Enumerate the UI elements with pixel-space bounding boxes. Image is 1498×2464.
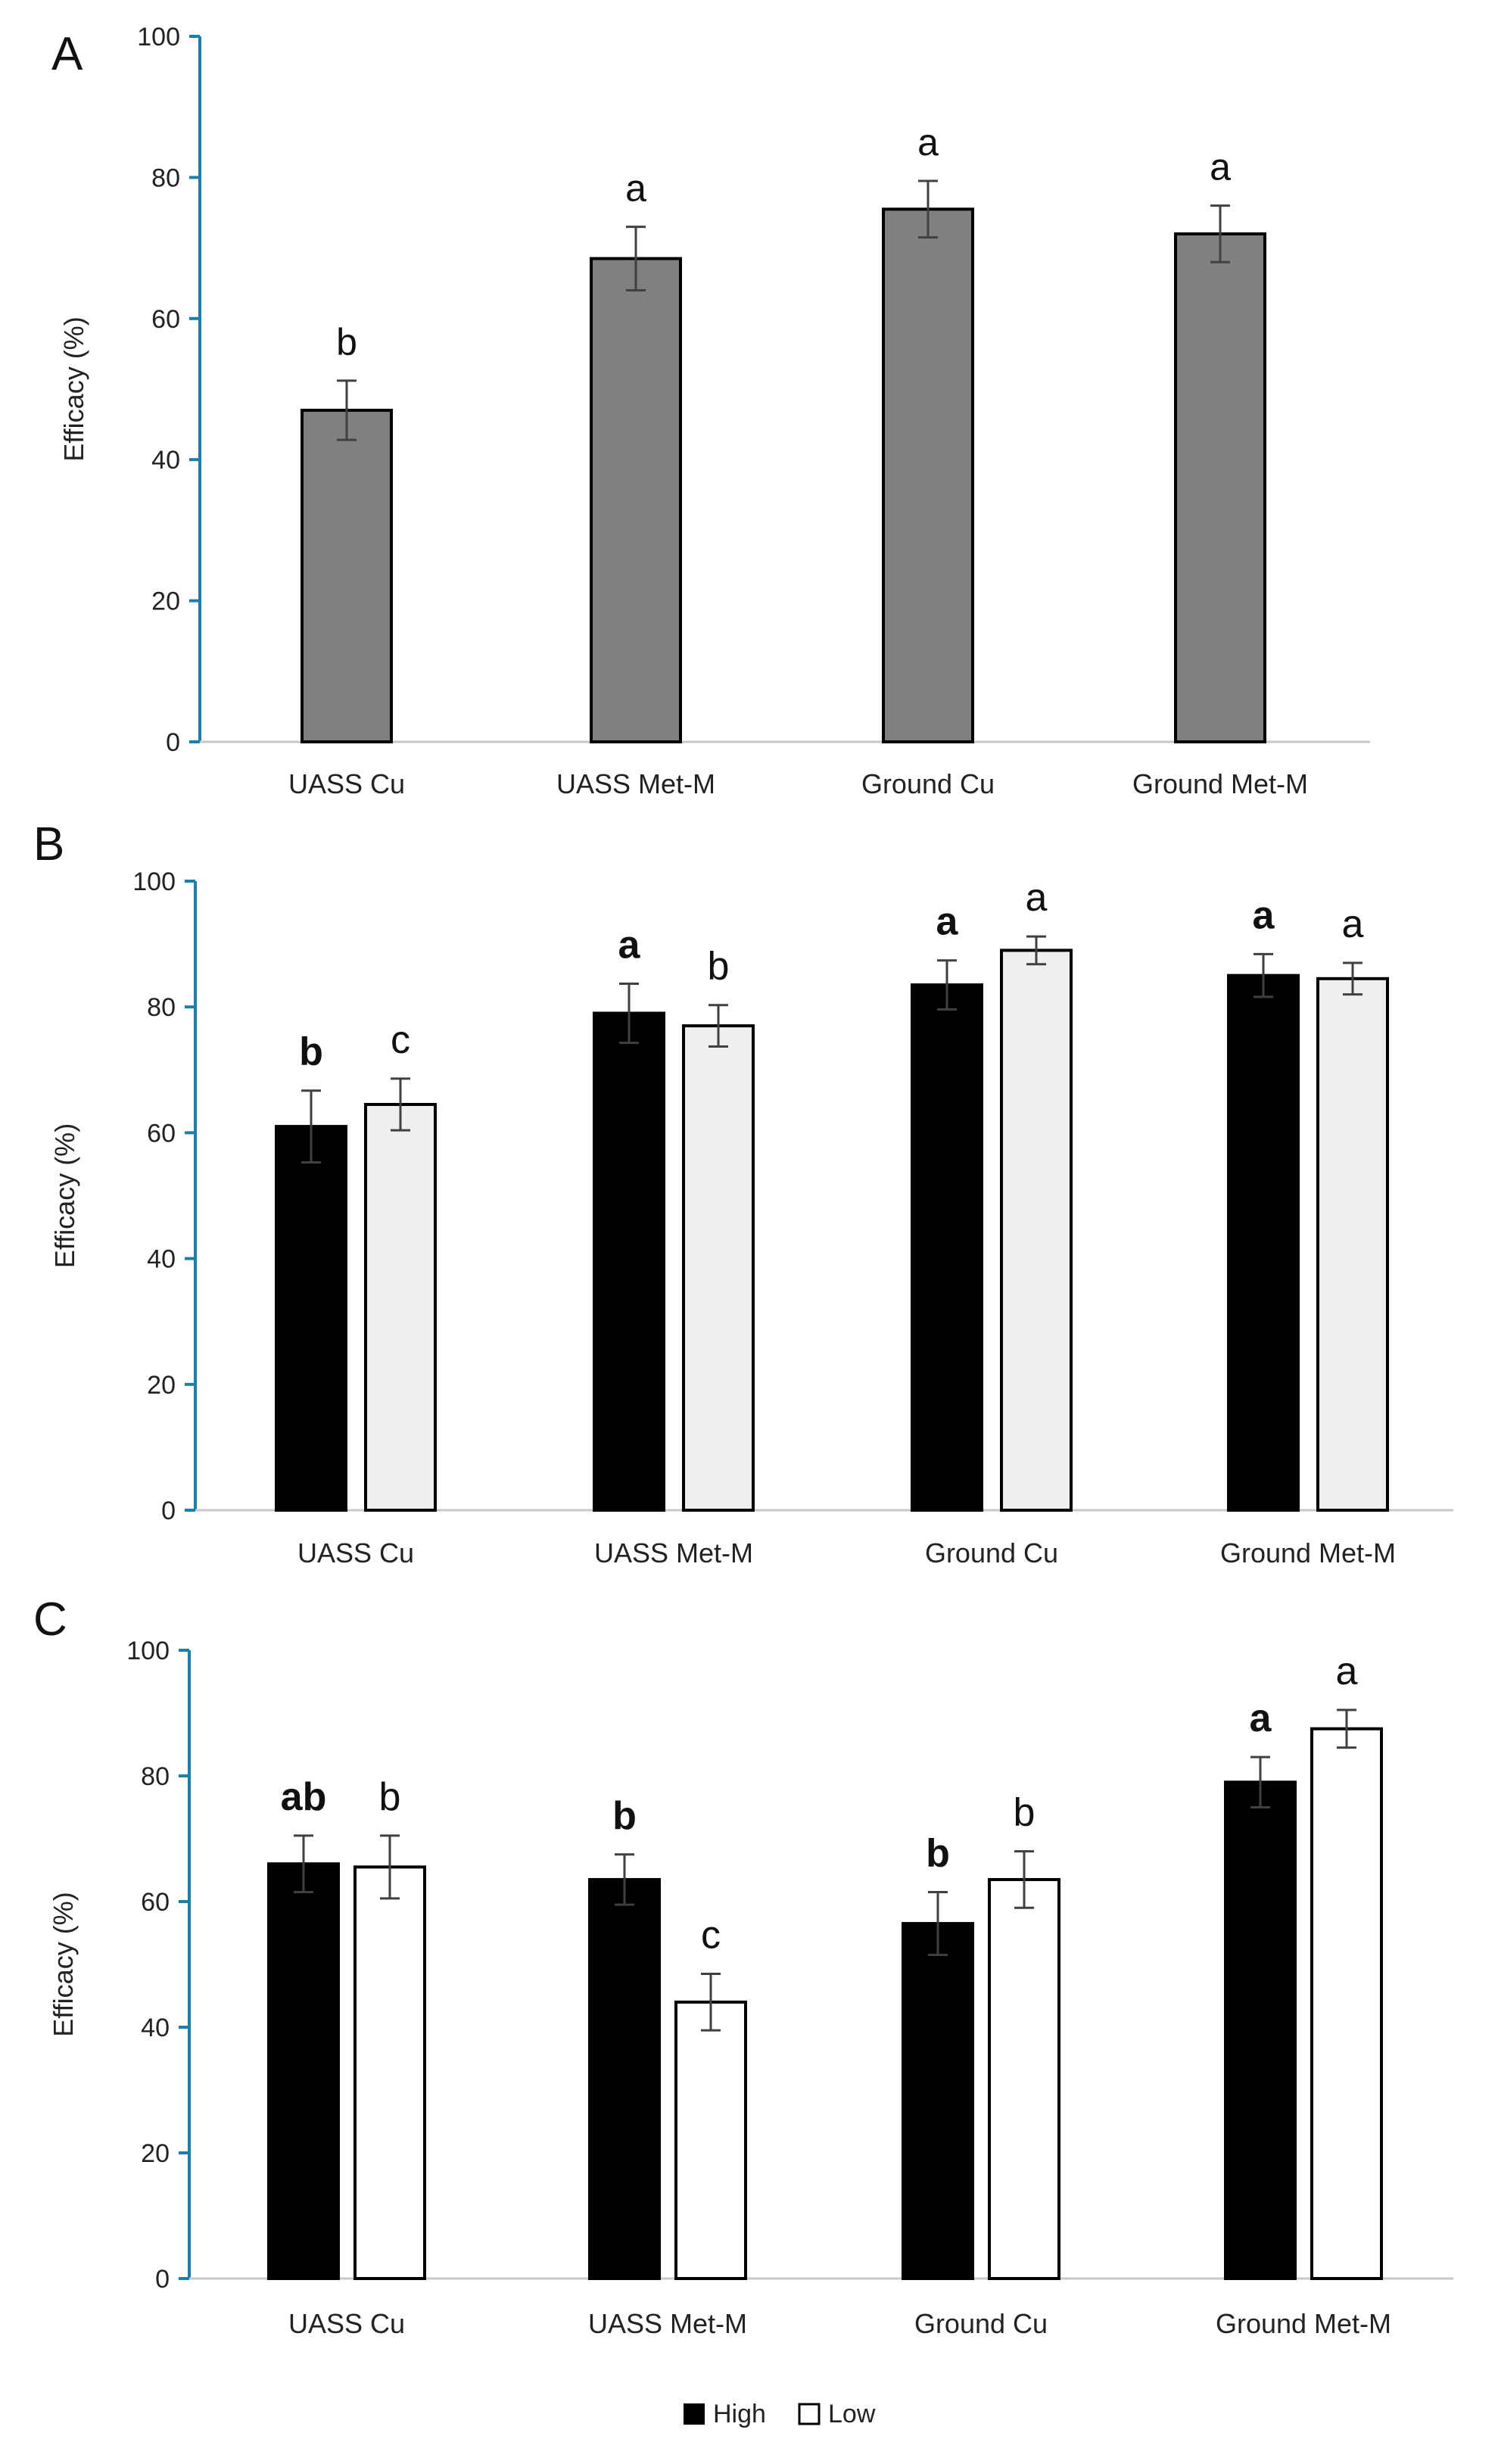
panels-group: A 0 20 40 60 80 100 Efficacy (%) UASS Cu UASS Met… — [33, 23, 1453, 2339]
significance-letter: b — [336, 321, 357, 363]
significance-letter: a — [1336, 1649, 1358, 1693]
y-tick-label: 80 — [141, 1762, 170, 1791]
bar-single-2 — [882, 207, 974, 743]
significance-letter: a — [618, 923, 641, 967]
category-label: Ground Cu — [914, 2308, 1048, 2339]
bar-high-3 — [1224, 1780, 1297, 2281]
significance-letter: b — [1014, 1791, 1036, 1835]
bar-high-2 — [911, 983, 983, 1512]
y-tick-label: 100 — [137, 23, 180, 51]
y-tick-label: 40 — [141, 2014, 170, 2042]
bar-low-1 — [682, 1024, 755, 1512]
legend-label-high: High — [713, 2400, 766, 2428]
category-label: UASS Met-M — [588, 2308, 747, 2339]
panel-a: A 0 20 40 60 80 100 Efficacy (%) UASS Cu UASS Met… — [51, 23, 1370, 799]
significance-letter: b — [708, 945, 730, 989]
y-tick-label: 0 — [155, 2265, 170, 2294]
significance-letter: a — [625, 167, 646, 210]
significance-letter: a — [917, 121, 939, 164]
panel-label: A — [51, 28, 83, 80]
bar-low-3 — [1316, 977, 1389, 1512]
bar-high-3 — [1227, 973, 1300, 1512]
y-tick-label: 100 — [126, 1637, 170, 1665]
legend-swatch-low — [798, 2403, 821, 2425]
bar-high-1 — [593, 1011, 665, 1512]
bar-single-3 — [1174, 232, 1266, 743]
y-tick-label: 60 — [147, 1119, 176, 1148]
significance-letter: b — [299, 1030, 323, 1074]
significance-letter: b — [379, 1775, 401, 1819]
significance-letter: a — [1342, 902, 1364, 946]
bar-single-1 — [590, 257, 682, 743]
bar-low-1 — [674, 2000, 747, 2281]
y-tick-label: 60 — [151, 305, 180, 334]
y-tick-label: 0 — [161, 1497, 176, 1525]
significance-letter: a — [1026, 876, 1048, 920]
bar-high-2 — [902, 1922, 974, 2281]
y-axis-title: Efficacy (%) — [49, 1123, 80, 1268]
panel-c: C 0 20 40 60 80 100 Efficacy (%) UASS Cu UASS Met… — [33, 1593, 1453, 2339]
bar-single-0 — [301, 408, 393, 744]
y-tick-label: 20 — [151, 587, 180, 616]
significance-letter: a — [1250, 1696, 1272, 1740]
bar-high-0 — [267, 1862, 340, 2280]
bar-low-3 — [1310, 1727, 1383, 2280]
category-label: Ground Cu — [861, 768, 995, 799]
y-tick-label: 80 — [151, 164, 180, 192]
panel-label: C — [33, 1593, 67, 1646]
category-label: Ground Met-M — [1132, 768, 1308, 799]
y-tick-label: 20 — [147, 1371, 176, 1400]
y-tick-label: 0 — [166, 728, 180, 757]
significance-letter: a — [936, 900, 959, 944]
y-tick-label: 80 — [147, 993, 176, 1022]
y-tick-label: 60 — [141, 1888, 170, 1917]
y-axis-title: Efficacy (%) — [58, 316, 89, 461]
bar-low-0 — [353, 1865, 426, 2281]
significance-letter: ab — [281, 1775, 327, 1819]
bar-low-2 — [1000, 949, 1073, 1512]
bar-high-0 — [275, 1125, 347, 1512]
category-label: UASS Cu — [297, 1537, 414, 1568]
y-tick-label: 40 — [151, 446, 180, 475]
legend-swatch-high — [684, 2403, 705, 2425]
bar-low-2 — [988, 1877, 1060, 2280]
bar-high-1 — [588, 1877, 661, 2280]
category-label: UASS Met-M — [594, 1537, 753, 1568]
category-label: Ground Cu — [925, 1537, 1058, 1568]
category-label: UASS Cu — [288, 768, 405, 799]
significance-letter: c — [391, 1018, 410, 1062]
category-label: Ground Met-M — [1220, 1537, 1396, 1568]
panel-b: B 0 20 40 60 80 100 Efficacy (%) UASS Cu UASS Met… — [33, 818, 1453, 1568]
bar-low-0 — [364, 1103, 437, 1512]
panel-label: B — [33, 818, 64, 871]
y-axis-title: Efficacy (%) — [48, 1892, 79, 2036]
significance-letter: c — [701, 1913, 721, 1957]
category-label: UASS Met-M — [556, 768, 715, 799]
significance-letter: b — [612, 1794, 637, 1838]
y-tick-label: 100 — [132, 868, 176, 896]
legend-label-low: Low — [828, 2400, 876, 2428]
y-tick-label: 20 — [141, 2139, 170, 2168]
legend: High Low — [684, 2400, 876, 2428]
category-label: UASS Cu — [288, 2308, 405, 2339]
category-label: Ground Met-M — [1216, 2308, 1391, 2339]
significance-letter: b — [926, 1832, 950, 1876]
significance-letter: a — [1253, 893, 1275, 937]
significance-letter: a — [1210, 146, 1231, 188]
y-tick-label: 40 — [147, 1245, 176, 1274]
